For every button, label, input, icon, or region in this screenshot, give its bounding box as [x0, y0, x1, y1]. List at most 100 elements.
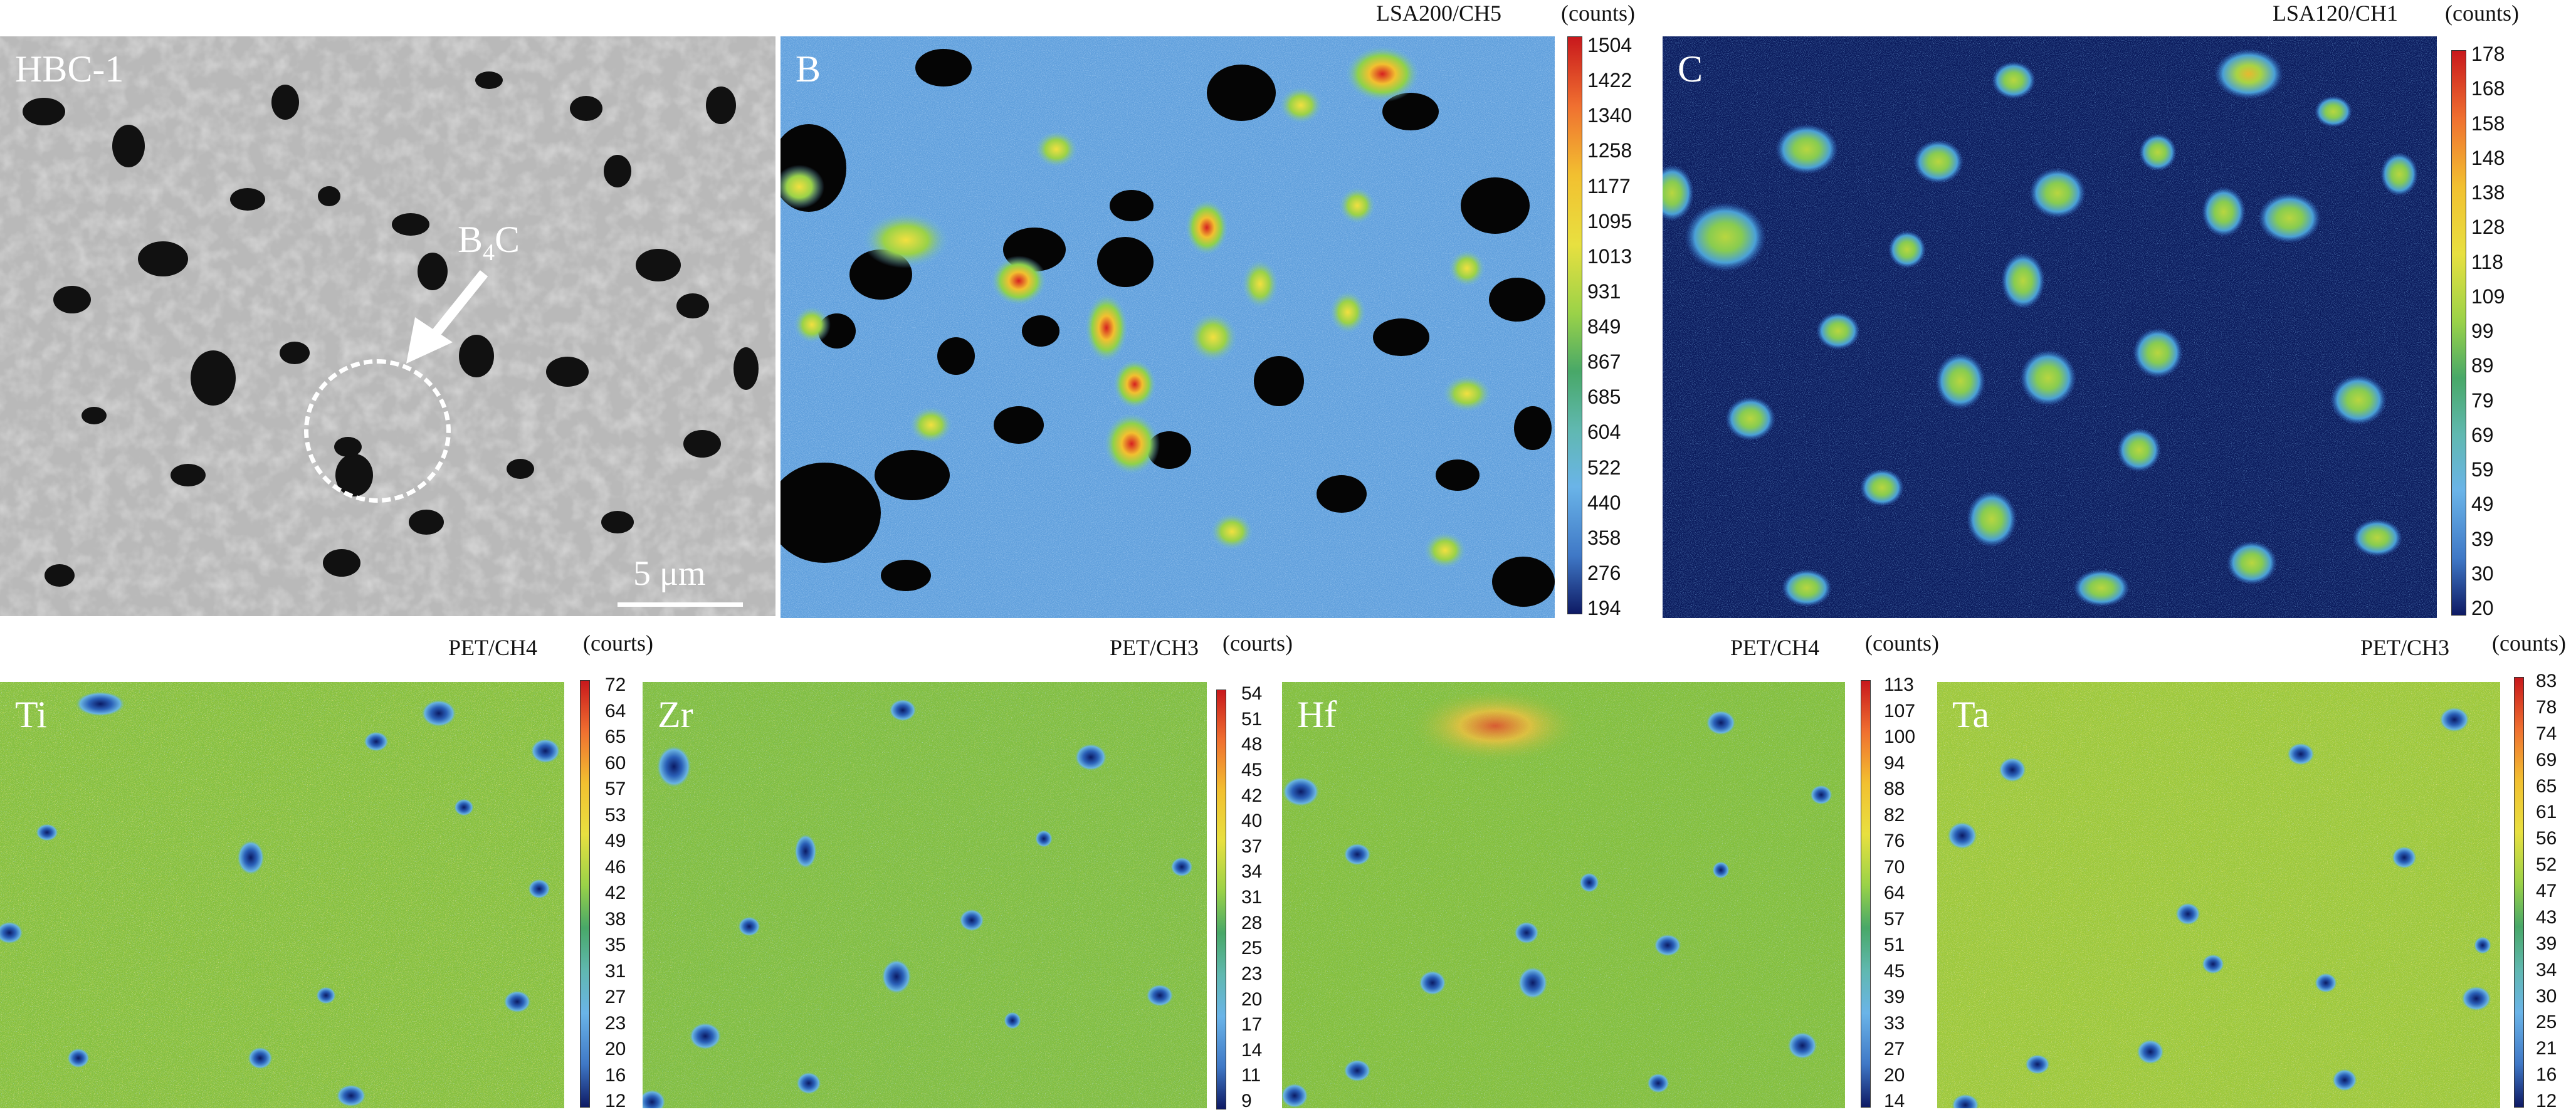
ta-tick: 43 — [2536, 906, 2557, 928]
hf-colorbar-ticks: 113 107 100 94 88 82 76 70 64 57 51 45 3… — [1884, 676, 1915, 1111]
b4c-subscript: 4 — [483, 239, 495, 266]
b-tick: 1013 — [1587, 244, 1632, 268]
ti-panel-label: Ti — [15, 694, 48, 735]
c-tick: 39 — [2471, 527, 2494, 550]
ta-panel-label: Ta — [1952, 694, 1990, 735]
ti-tick: 49 — [605, 831, 626, 851]
ti-elemental-map — [0, 682, 564, 1108]
ti-tick: 20 — [605, 1039, 626, 1059]
ti-units-label: (courts) — [583, 631, 653, 656]
sem-image-panel: HBC-1 B4C 5 μm — [0, 36, 775, 616]
zr-tick: 42 — [1241, 785, 1263, 806]
b-tick: 931 — [1587, 280, 1621, 303]
hf-tick: 94 — [1884, 752, 1905, 774]
hf-tick: 33 — [1884, 1012, 1905, 1034]
hf-channel-label: PET/CH4 — [1730, 635, 1820, 660]
ti-tick: 16 — [605, 1064, 626, 1086]
ta-tick: 65 — [2536, 775, 2557, 797]
dashed-circle — [304, 359, 451, 503]
b4c-element: B — [458, 219, 483, 260]
ta-tick: 83 — [2536, 671, 2557, 691]
zr-tick: 37 — [1241, 836, 1263, 857]
zr-colorbar-ticks: 54 51 48 45 42 40 37 34 31 28 25 23 20 1… — [1241, 685, 1262, 1111]
zr-tick: 48 — [1241, 734, 1263, 755]
zr-map-panel: Zr — [643, 682, 1207, 1108]
b-tick: 1258 — [1587, 139, 1632, 162]
zr-tick: 11 — [1241, 1065, 1261, 1086]
ta-colorbar — [2514, 677, 2524, 1108]
b-tick: 276 — [1587, 561, 1621, 584]
b-colorbar — [1567, 36, 1582, 614]
ti-tick: 46 — [605, 856, 626, 878]
hf-tick: 82 — [1884, 804, 1905, 826]
c-colorbar-ticks: 178 168 158 148 138 128 118 109 99 89 79… — [2471, 44, 2505, 618]
b-panel-label: B — [796, 48, 821, 90]
c-tick: 99 — [2471, 320, 2494, 342]
zr-tick: 31 — [1241, 887, 1263, 908]
c-tick: 158 — [2471, 112, 2505, 135]
ta-channel-label: PET/CH3 — [2360, 635, 2450, 660]
hf-tick: 51 — [1884, 935, 1905, 955]
ti-tick: 72 — [605, 674, 626, 695]
c-units-label: (counts) — [2445, 1, 2519, 26]
c-tick: 79 — [2471, 389, 2494, 412]
ta-tick: 56 — [2536, 828, 2557, 849]
ta-tick: 61 — [2536, 802, 2557, 823]
ti-tick: 27 — [605, 987, 626, 1007]
b-tick: 604 — [1587, 421, 1621, 444]
b-tick: 522 — [1587, 456, 1621, 479]
c-tick: 118 — [2471, 250, 2504, 273]
hf-tick: 39 — [1884, 987, 1905, 1007]
ta-tick: 39 — [2536, 933, 2557, 954]
zr-tick: 51 — [1241, 708, 1263, 730]
ta-tick: 12 — [2536, 1091, 2557, 1111]
hf-tick: 76 — [1884, 831, 1905, 851]
ta-tick: 69 — [2536, 749, 2557, 770]
b-tick: 1177 — [1587, 174, 1631, 197]
c-tick: 168 — [2471, 77, 2505, 100]
c-tick: 109 — [2471, 285, 2505, 308]
ta-colorbar-ticks: 83 78 74 69 65 61 56 52 47 43 39 34 30 2… — [2536, 672, 2557, 1111]
ti-tick: 31 — [605, 960, 626, 982]
ti-colorbar-ticks: 72 64 65 60 57 53 49 46 42 38 35 31 27 2… — [605, 676, 626, 1111]
ti-tick: 60 — [605, 752, 626, 774]
b-map-panel: B — [781, 36, 1555, 618]
hf-tick: 107 — [1884, 700, 1916, 721]
c-tick: 59 — [2471, 458, 2494, 481]
b-tick: 194 — [1587, 597, 1621, 619]
ta-tick: 16 — [2536, 1064, 2557, 1086]
b-channel-label: LSA200/CH5 — [1376, 1, 1502, 26]
ti-channel-label: PET/CH4 — [448, 635, 538, 660]
ta-tick: 21 — [2536, 1038, 2557, 1059]
ta-elemental-map — [1937, 682, 2500, 1108]
zr-units-label: (courts) — [1222, 631, 1293, 656]
b-units-label: (counts) — [1561, 1, 1635, 26]
b4c-tail: C — [495, 219, 520, 260]
hf-tick: 70 — [1884, 856, 1905, 878]
ti-tick: 53 — [605, 804, 626, 826]
c-tick: 178 — [2471, 43, 2505, 65]
b-tick: 440 — [1587, 491, 1621, 514]
ta-tick: 78 — [2536, 696, 2557, 718]
c-tick: 89 — [2471, 354, 2494, 377]
c-tick: 20 — [2471, 597, 2494, 619]
b-tick: 867 — [1587, 350, 1621, 374]
c-panel-label: C — [1678, 48, 1703, 90]
hf-map-panel: Hf — [1282, 682, 1845, 1108]
b-colorbar-ticks: 1504 1422 1340 1258 1177 1095 1013 931 8… — [1587, 35, 1632, 618]
ti-tick: 35 — [605, 935, 626, 955]
ti-tick: 65 — [605, 726, 626, 747]
ta-tick: 30 — [2536, 985, 2557, 1007]
ti-tick: 42 — [605, 883, 626, 903]
hf-tick: 20 — [1884, 1064, 1905, 1086]
zr-tick: 23 — [1241, 963, 1263, 984]
zr-tick: 17 — [1241, 1014, 1263, 1036]
ti-tick: 38 — [605, 908, 626, 930]
zr-tick: 28 — [1241, 912, 1263, 933]
hf-tick: 113 — [1884, 674, 1914, 695]
zr-tick: 25 — [1241, 938, 1263, 959]
hf-tick: 57 — [1884, 908, 1905, 930]
zr-elemental-map — [643, 682, 1207, 1108]
zr-channel-label: PET/CH3 — [1110, 635, 1199, 660]
ta-tick: 74 — [2536, 723, 2557, 744]
